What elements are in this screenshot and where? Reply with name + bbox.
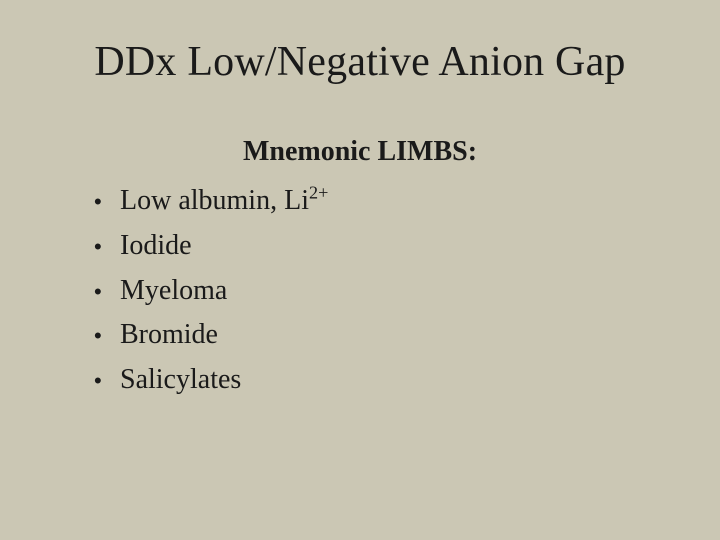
bullet-text: Bromide: [120, 314, 660, 355]
bullet-text-pre: Myeloma: [120, 275, 227, 306]
bullet-text-sup: 2+: [309, 183, 328, 203]
slide: DDx Low/Negative Anion Gap Mnemonic LIMB…: [0, 0, 720, 540]
bullet-icon: •: [94, 315, 120, 357]
bullet-icon: •: [94, 360, 120, 402]
bullet-text: Iodide: [120, 225, 660, 266]
bullet-list: • Low albumin, Li2+ • Iodide • Myeloma •…: [60, 180, 660, 402]
bullet-text: Low albumin, Li2+: [120, 180, 660, 221]
list-item: • Low albumin, Li2+: [94, 180, 660, 223]
list-item: • Bromide: [94, 314, 660, 357]
bullet-text: Myeloma: [120, 270, 660, 311]
bullet-icon: •: [94, 226, 120, 268]
list-item: • Salicylates: [94, 359, 660, 402]
bullet-text-pre: Iodide: [120, 230, 192, 261]
bullet-text-pre: Salicylates: [120, 364, 241, 395]
slide-subtitle: Mnemonic LIMBS:: [60, 136, 660, 168]
bullet-text-pre: Low albumin, Li: [120, 185, 309, 216]
slide-title: DDx Low/Negative Anion Gap: [60, 38, 660, 86]
bullet-icon: •: [94, 271, 120, 313]
bullet-icon: •: [94, 181, 120, 223]
list-item: • Iodide: [94, 225, 660, 268]
list-item: • Myeloma: [94, 270, 660, 313]
bullet-text-pre: Bromide: [120, 319, 218, 350]
bullet-text: Salicylates: [120, 359, 660, 400]
